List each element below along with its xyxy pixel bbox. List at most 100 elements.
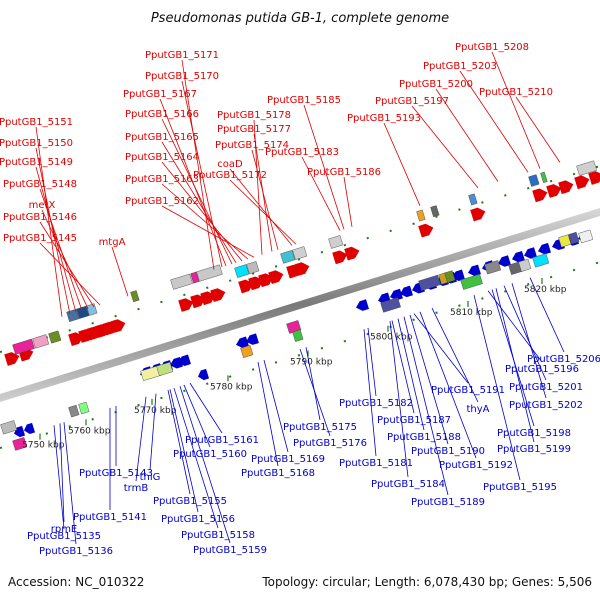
top-feature-box [468, 193, 478, 206]
bottom-gene-label: PputGB1_5176 [293, 438, 367, 449]
top-feature-box-rect [416, 209, 426, 222]
tick-label: 5750 kbp [22, 441, 65, 451]
callout-line [383, 122, 421, 206]
callout-line [161, 205, 255, 258]
bottom-feature-box-rect [240, 344, 254, 359]
top-gene-arrow-shape [344, 246, 360, 261]
top-gene-label: metX [29, 200, 56, 211]
callout-line [363, 329, 377, 457]
callout-line [173, 387, 219, 529]
top-gene-arrow-shape [546, 184, 562, 198]
bottom-gene-arrow-shape [452, 269, 465, 282]
callout-line [367, 327, 377, 397]
callout-line [263, 360, 289, 453]
bottom-feature-box [0, 420, 18, 435]
bottom-gene-label: PputGB1_5155 [153, 496, 227, 507]
callout-line [161, 161, 243, 262]
top-feature-box-rect [48, 330, 62, 344]
callout-line [41, 209, 89, 309]
bottom-feature-box [558, 234, 572, 248]
bottom-gene-arrow [178, 354, 191, 366]
callout-line [487, 290, 543, 363]
bottom-feature-box-rect [68, 404, 80, 418]
top-feature-box [430, 205, 440, 218]
bottom-gene-label: PputGB1_5188 [387, 432, 461, 443]
tick-label: 5810 kbp [450, 308, 493, 318]
bottom-feature-box [460, 273, 483, 290]
bottom-feature-box-rect [578, 229, 594, 244]
bottom-gene-label: PputGB1_5159 [193, 545, 267, 556]
top-gene-arrow [294, 262, 310, 276]
bottom-gene-label: PputGB1_5143 [79, 468, 153, 479]
tick-label: 5780 kbp [210, 382, 253, 392]
callout-line [161, 141, 237, 264]
bottom-feature-box [418, 274, 441, 291]
bottom-feature-box [484, 260, 502, 275]
top-feature-box-rect [468, 193, 478, 206]
bottom-gene-label: PputGB1_5158 [181, 530, 255, 541]
topology-text: Topology: circular; Length: 6,078,430 bp… [261, 575, 592, 589]
genome-title: Pseudomonas putida GB-1, complete genome [151, 11, 449, 26]
top-feature-box [416, 209, 426, 222]
bottom-gene-label: thyA [466, 404, 489, 415]
callout-line [59, 423, 65, 523]
callout-line [305, 347, 321, 421]
bottom-gene-label: PputGB1_5206 [527, 354, 600, 365]
top-gene-label: PputGB1_5145 [3, 233, 77, 244]
bottom-feature-box [578, 229, 594, 244]
callout-line [301, 156, 341, 231]
bottom-gene-arrow-shape [246, 333, 259, 345]
bottom-gene-arrow-shape [468, 264, 481, 277]
top-gene-label: PputGB1_5171 [145, 50, 219, 61]
bottom-feature-box [380, 297, 401, 313]
top-gene-arrow [546, 184, 562, 198]
bottom-gene-arrow [524, 247, 537, 259]
top-gene-label: PputGB1_5163 [125, 174, 199, 185]
callout-line [431, 307, 479, 403]
top-gene-label: PputGB1_5148 [3, 179, 77, 190]
bottom-feature-box-rect [156, 361, 174, 377]
callout-line [167, 389, 191, 495]
bottom-feature-box-rect [518, 258, 532, 272]
bottom-feature-box-rect [78, 401, 90, 415]
bottom-feature-box [156, 361, 174, 377]
top-gene-label: PputGB1_5172 [193, 170, 267, 181]
top-gene-label: PputGB1_5178 [217, 110, 291, 121]
bottom-gene-label: PputGB1_5156 [161, 514, 235, 525]
bottom-feature-box-rect [558, 234, 572, 248]
top-feature-box-rect [280, 250, 296, 264]
top-gene-label: PputGB1_5183 [265, 147, 339, 158]
top-gene-label: PputGB1_5149 [0, 157, 73, 168]
top-gene-arrow [4, 352, 20, 366]
callout-line [39, 188, 83, 311]
bottom-gene-label: trmB [124, 483, 149, 494]
bottom-feature-box [444, 270, 456, 283]
top-feature-box [12, 338, 35, 355]
top-feature-box [292, 246, 308, 260]
callout-line [161, 183, 249, 260]
bottom-feature-box-rect [444, 270, 456, 283]
callout-line [53, 425, 65, 530]
bottom-gene-label: PputGB1_5189 [411, 497, 485, 508]
callout-line [413, 313, 469, 384]
top-feature-box [130, 290, 140, 303]
bottom-gene-arrow [400, 285, 413, 298]
bottom-gene-arrow-shape [236, 336, 249, 349]
lower-guide-line [0, 261, 600, 449]
bottom-gene-label: PputGB1_5161 [185, 435, 259, 446]
bottom-feature-box [292, 329, 304, 342]
bottom-feature-box [568, 231, 580, 245]
top-gene-label: PputGB1_5210 [479, 87, 553, 98]
callout-line [63, 422, 77, 545]
bottom-gene-label: PputGB1_5195 [483, 482, 557, 493]
bottom-gene-label: PputGB1_5196 [505, 364, 579, 375]
callout-line [35, 147, 71, 315]
top-feature-box-rect [130, 290, 140, 303]
callout-line [409, 314, 449, 445]
top-gene-label: PputGB1_5193 [347, 113, 421, 124]
top-gene-arrow-shape [470, 207, 486, 222]
top-gene-label: PputGB1_5167 [123, 89, 197, 100]
bottom-gene-arrow [390, 288, 403, 301]
callout-line [229, 168, 293, 246]
